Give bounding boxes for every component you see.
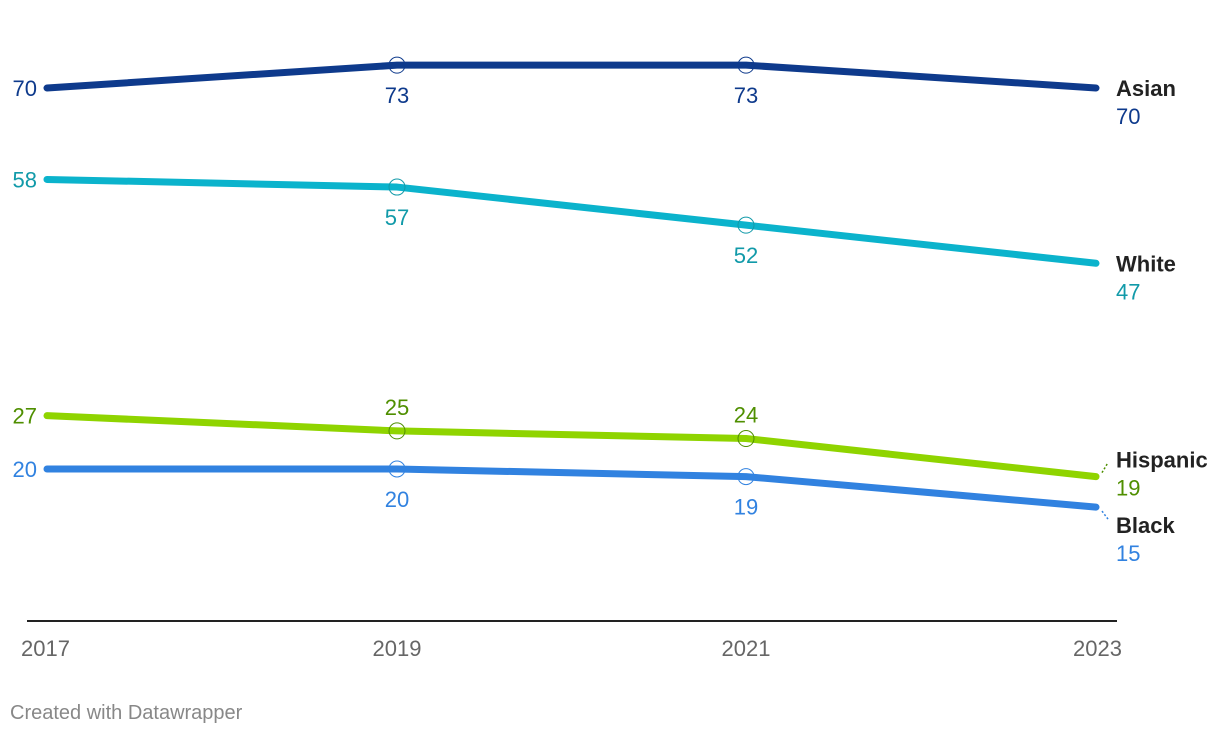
x-tick-label-2019: 2019 [373,636,422,661]
data-label-black-2017: 20 [13,457,37,482]
data-label-black-2019: 20 [385,487,409,512]
data-label-white-2023: 47 [1116,279,1140,304]
point-marker-black-2019 [388,460,406,478]
series-line-white [43,175,1100,267]
label-connector-hispanic [1101,462,1109,474]
data-label-black-2021: 19 [734,495,758,520]
data-label-white-2019: 57 [385,205,409,230]
data-label-asian-2017: 70 [13,76,37,101]
point-marker-asian-2021 [737,56,755,74]
point-marker-hispanic-2021 [737,430,755,448]
point-marker-hispanic-2019 [388,422,406,440]
data-label-white-2021: 52 [734,243,758,268]
x-tick-label-2017: 2017 [21,636,70,661]
x-tick-label-2021: 2021 [722,636,771,661]
credit-text: Created with Datawrapper [10,702,243,724]
series-name-asian: Asian [1116,76,1176,101]
data-label-hispanic-2019: 25 [385,395,409,420]
data-label-asian-2023: 70 [1116,104,1140,129]
point-marker-white-2019 [388,178,406,196]
series-name-hispanic: Hispanic [1116,448,1208,473]
point-marker-white-2021 [737,216,755,234]
series-name-white: White [1116,251,1176,276]
data-label-hispanic-2021: 24 [734,403,758,428]
data-label-black-2023: 15 [1116,541,1140,566]
data-label-white-2017: 58 [13,167,37,192]
line-chart: 70 73 73 Asian 70 58 57 52 White 47 27 25 24 Hispanic… [13,56,1208,661]
series-line-hispanic [43,412,1100,481]
data-label-hispanic-2023: 19 [1116,476,1140,501]
series-line-black [43,465,1100,511]
label-connector-black [1101,510,1109,520]
point-marker-asian-2019 [388,56,406,74]
data-label-asian-2021: 73 [734,83,758,108]
data-label-asian-2019: 73 [385,83,409,108]
series-line-asian [43,61,1100,92]
data-label-hispanic-2017: 27 [13,404,37,429]
series-name-black: Black [1116,513,1175,538]
x-tick-label-2023: 2023 [1073,636,1122,661]
point-marker-black-2021 [737,468,755,486]
